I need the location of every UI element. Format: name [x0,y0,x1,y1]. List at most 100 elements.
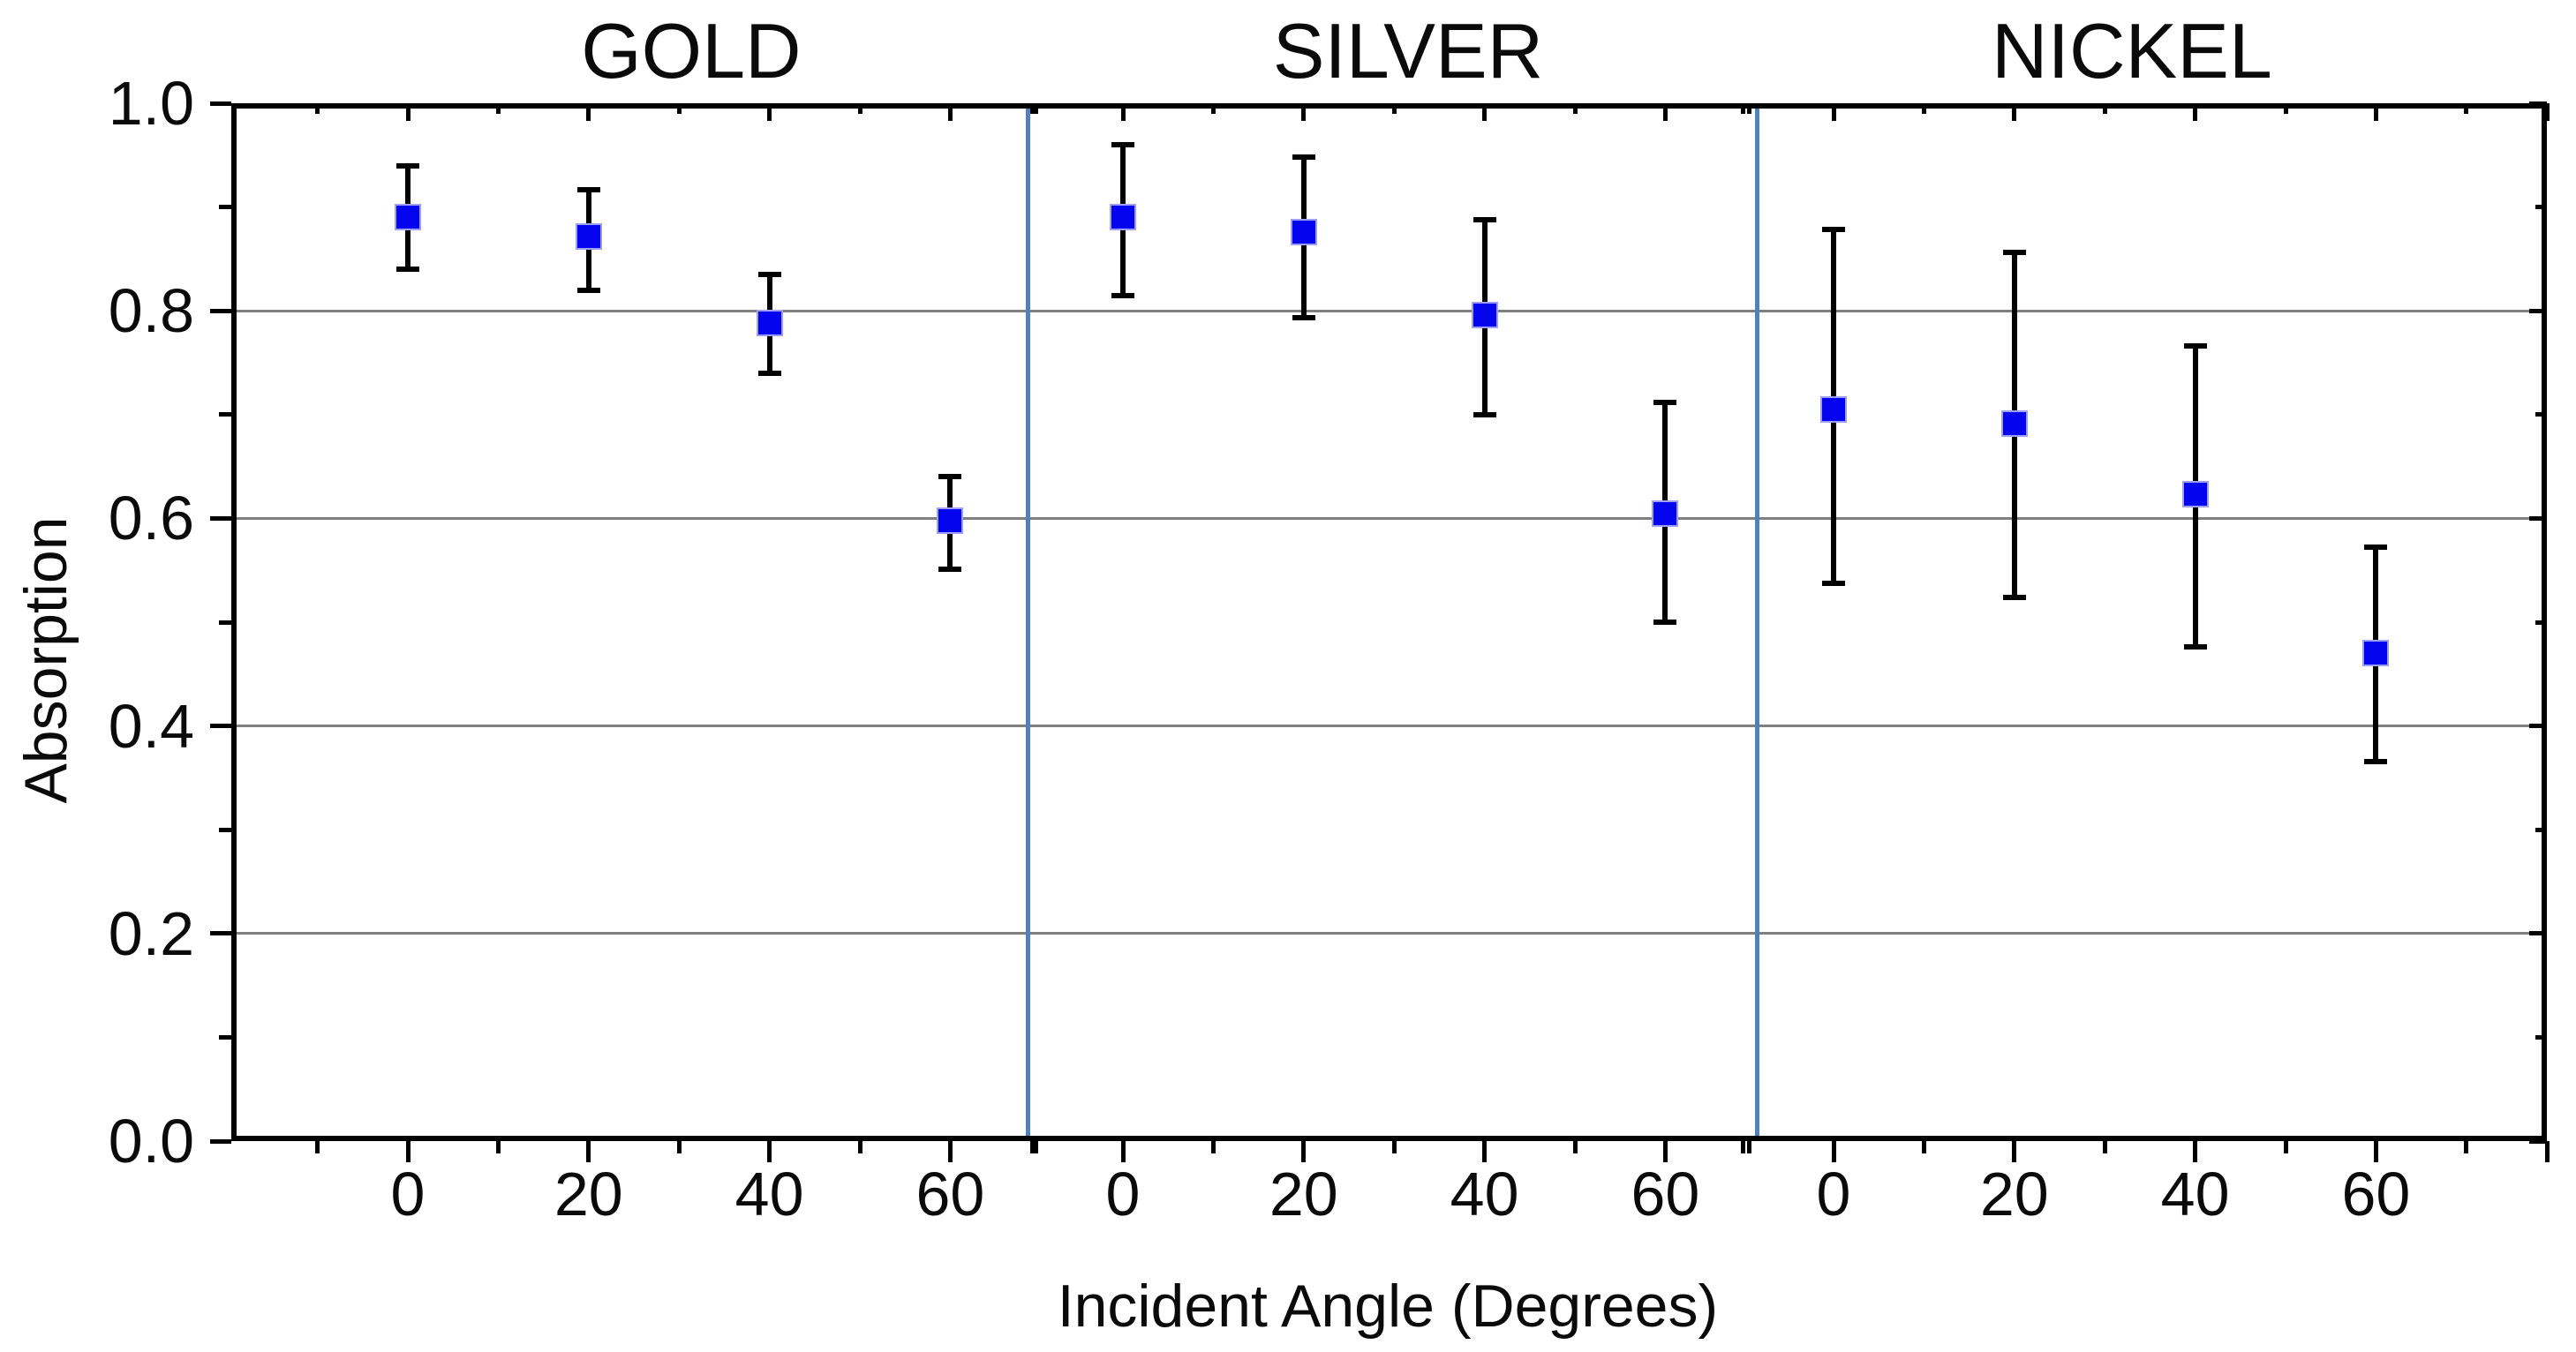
error-cap-bottom-silver-60 [1653,620,1677,625]
x-tick-top-13 [1482,103,1488,121]
data-point-marker-gold-20 [575,222,602,250]
plot-area [210,101,2550,1162]
y-tick-right-0.3 [2535,827,2547,832]
x-tick-bottom-22 [2283,1141,2288,1153]
y-tick-left-0.2 [210,931,231,936]
data-point-marker-nickel-0 [1820,395,1847,423]
x-tick-top-9 [1120,103,1126,121]
x-tick-bottom-0 [315,1141,320,1153]
error-cap-top-gold-60 [938,474,962,480]
data-point-marker-silver-0 [1110,204,1136,231]
data-point-marker-silver-60 [1652,499,1679,527]
y-tick-right-0 [2529,1138,2547,1144]
y-tick-label-0.4: 0.4 [108,691,194,761]
error-cap-top-nickel-20 [2002,250,2026,256]
axis-left [231,103,237,1141]
error-cap-top-silver-0 [1111,142,1134,148]
panel-title-gold: GOLD [581,7,802,94]
x-tick-bottom-4 [676,1141,682,1153]
y-tick-right-1 [2529,101,2547,106]
x-tick-top-8 [1030,103,1036,114]
x-tick-label-silver-40: 40 [1450,1160,1519,1228]
data-point-marker-silver-20 [1290,218,1317,245]
x-tick-top-20 [2102,103,2107,114]
data-point-marker-nickel-40 [2181,481,2209,508]
x-tick-bottom-26 [2463,1141,2468,1153]
error-cap-top-nickel-0 [1822,227,1845,233]
x-tick-bottom-19 [2012,1141,2017,1162]
x-tick-label-silver-0: 0 [1105,1160,1141,1228]
x-tick-top-3 [586,103,591,121]
error-cap-top-silver-60 [1653,399,1677,405]
panel-title-silver: SILVER [1272,7,1544,94]
y-tick-right-0.4 [2529,724,2547,729]
y-tick-left-0 [210,1138,231,1144]
x-tick-top-16 [1741,103,1746,114]
error-cap-bottom-nickel-0 [1822,581,1845,587]
x-tick-bottom-10 [1210,1141,1216,1153]
error-cap-top-nickel-60 [2364,545,2388,551]
x-tick-label-gold-0: 0 [390,1160,426,1228]
error-cap-top-gold-40 [757,272,781,278]
x-tick-top-25 [1746,103,1751,114]
x-tick-top-7 [947,103,953,121]
x-tick-top-21 [2193,103,2198,121]
x-tick-bottom-27 [2544,1141,2550,1162]
x-tick-top-27 [2544,103,2550,121]
x-tick-bottom-24 [1034,1141,1039,1153]
x-tick-top-23 [2373,103,2378,121]
x-tick-bottom-18 [1921,1141,1926,1153]
x-tick-top-0 [315,103,320,114]
x-tick-bottom-8 [1030,1141,1036,1153]
x-axis-title: Incident Angle (Degrees) [1057,1273,1719,1340]
y-tick-right-0.8 [2529,308,2547,313]
y-tick-left-0.4 [210,724,231,729]
x-tick-top-15 [1662,103,1668,121]
x-tick-bottom-16 [1741,1141,1746,1153]
x-tick-bottom-7 [947,1141,953,1162]
y-tick-left-0.9 [219,205,231,210]
x-tick-bottom-9 [1120,1141,1126,1162]
error-cap-bottom-gold-40 [757,370,781,376]
x-tick-top-2 [495,103,501,114]
gridline-y-0.2 [237,932,2542,935]
data-point-marker-nickel-60 [2362,640,2390,667]
panel-separator-1 [1026,109,1031,1136]
error-cap-top-gold-0 [396,162,419,169]
x-tick-bottom-5 [767,1141,772,1162]
error-cap-bottom-nickel-20 [2002,594,2026,600]
y-axis-title: Absorption [12,516,79,804]
data-point-marker-gold-60 [937,507,964,534]
panel-title-nickel: NICKEL [1991,7,2272,94]
x-tick-bottom-23 [2373,1141,2378,1162]
y-tick-right-0.6 [2529,515,2547,521]
error-cap-bottom-silver-0 [1111,292,1134,298]
y-tick-left-0.1 [219,1034,231,1040]
x-tick-label-nickel-20: 20 [1979,1160,2049,1228]
error-cap-bottom-nickel-60 [2364,758,2388,764]
y-tick-right-0.5 [2535,620,2547,625]
error-cap-bottom-nickel-40 [2183,644,2207,650]
x-tick-top-5 [767,103,772,121]
x-tick-top-17 [1831,103,1836,121]
x-tick-top-14 [1572,103,1578,114]
x-tick-top-12 [1391,103,1397,114]
y-tick-right-0.9 [2535,205,2547,210]
x-tick-bottom-6 [857,1141,862,1153]
x-tick-bottom-21 [2193,1141,2198,1162]
y-tick-label-0.6: 0.6 [108,484,194,553]
gridline-y-0.8 [237,309,2542,312]
panel-separator-2 [1754,109,1759,1136]
error-cap-bottom-silver-40 [1473,411,1496,417]
x-tick-label-gold-20: 20 [554,1160,623,1228]
y-tick-left-0.5 [219,620,231,625]
y-tick-left-0.6 [210,515,231,521]
y-tick-left-0.8 [210,308,231,313]
x-tick-label-silver-20: 20 [1269,1160,1338,1228]
y-tick-label-1.0: 1.0 [108,69,194,138]
x-tick-bottom-3 [586,1141,591,1162]
y-tick-label-0.2: 0.2 [108,898,194,968]
x-tick-bottom-17 [1831,1141,1836,1162]
x-tick-top-22 [2283,103,2288,114]
x-tick-top-24 [1034,103,1039,114]
